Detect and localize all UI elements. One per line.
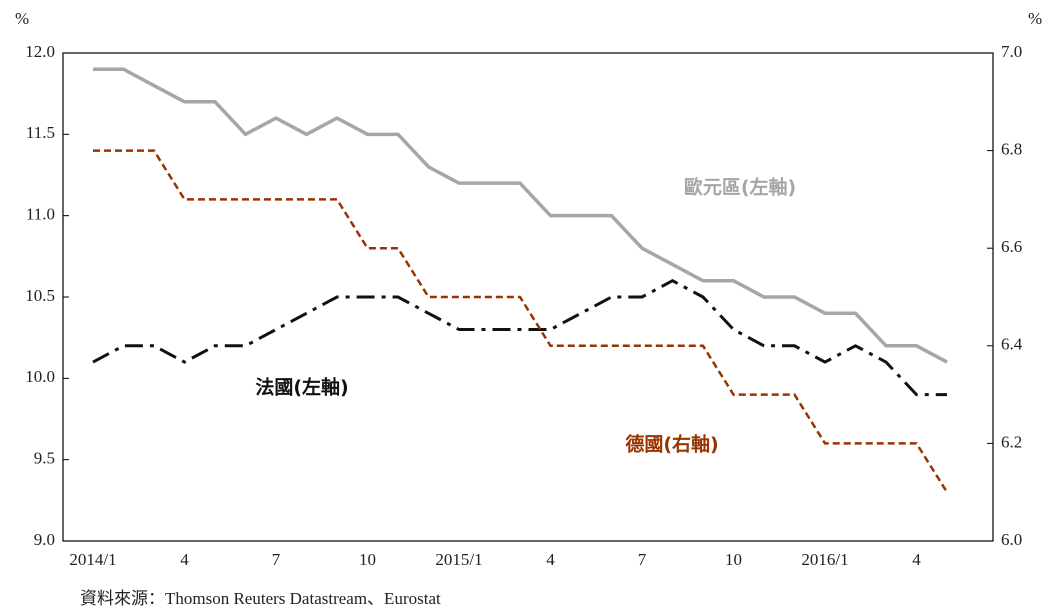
x-tick-label: 7 bbox=[272, 550, 281, 569]
y2-tick-label: 6.0 bbox=[1001, 530, 1022, 549]
y-tick-label: 9.0 bbox=[34, 530, 55, 549]
x-tick-label: 2015/1 bbox=[435, 550, 482, 569]
series-line bbox=[92, 279, 947, 397]
series-label: 法國(左軸) bbox=[255, 376, 348, 399]
x-tick-label: 4 bbox=[546, 550, 555, 569]
x-tick-label: 2014/1 bbox=[69, 550, 116, 569]
y2-tick-label: 7.0 bbox=[1001, 42, 1022, 61]
x-tick-label: 10 bbox=[725, 550, 742, 569]
series-line bbox=[93, 149, 949, 493]
series-label: 德國(右軸) bbox=[625, 433, 718, 456]
x-tick-label: 7 bbox=[638, 550, 647, 569]
x-tick-label: 4 bbox=[180, 550, 189, 569]
source: 資料來源：Thomson Reuters Datastream、Eurostat bbox=[80, 589, 441, 608]
y-unit: % bbox=[15, 9, 29, 28]
series-line bbox=[93, 67, 948, 364]
x-tick-label: 2016/1 bbox=[801, 550, 848, 569]
y-tick-label: 9.5 bbox=[34, 449, 55, 468]
plot-frame bbox=[62, 52, 994, 542]
y2-tick-label: 6.4 bbox=[1001, 335, 1023, 354]
y2-tick-label: 6.2 bbox=[1001, 432, 1022, 451]
y-tick-label: 12.0 bbox=[25, 42, 55, 61]
x-tick-label: 10 bbox=[359, 550, 376, 569]
series-label: 歐元區(左軸) bbox=[684, 176, 796, 199]
y-tick-label: 10.5 bbox=[25, 286, 55, 305]
y2-tick-label: 6.8 bbox=[1001, 140, 1022, 159]
x-tick-label: 4 bbox=[912, 550, 921, 569]
y-tick-label: 10.0 bbox=[25, 367, 55, 386]
y-tick-label: 11.5 bbox=[26, 123, 55, 142]
y-tick-label: 11.0 bbox=[26, 205, 55, 224]
y2-tick-label: 6.6 bbox=[1001, 237, 1022, 256]
y2-unit: % bbox=[1028, 9, 1042, 28]
